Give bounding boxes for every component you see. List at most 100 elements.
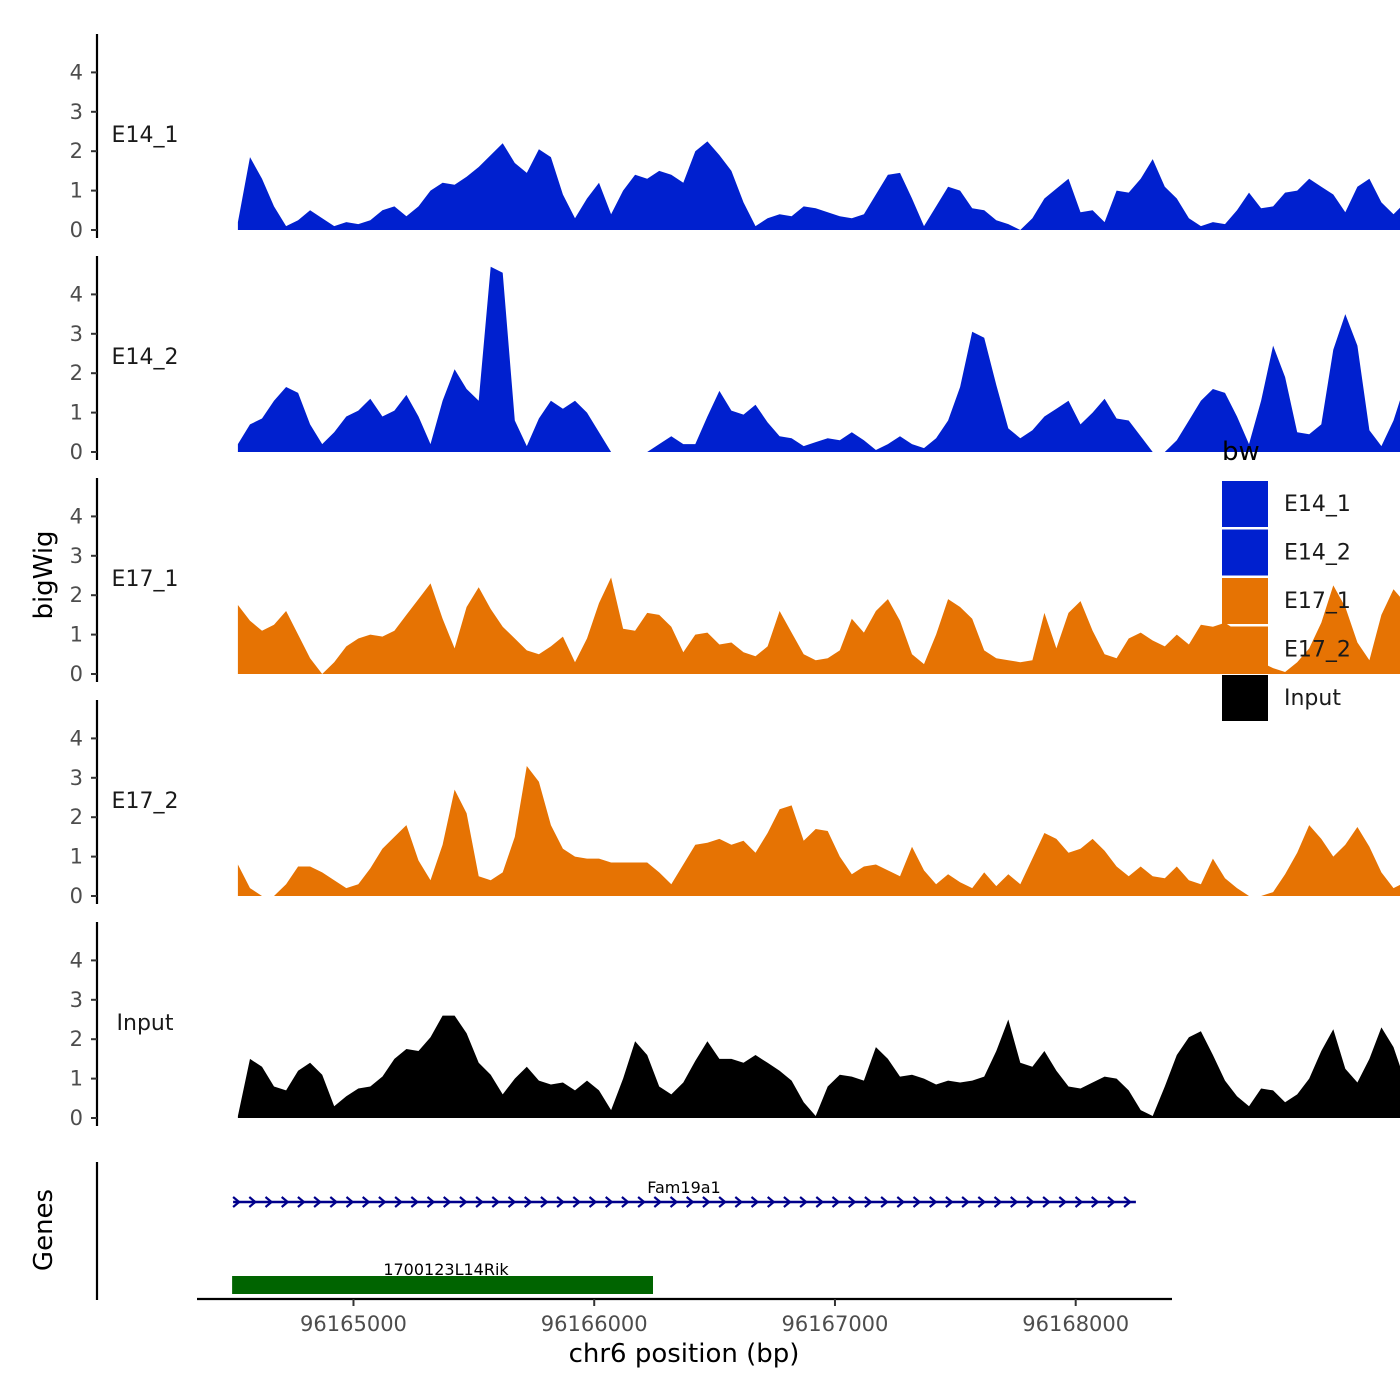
- y-tick-label: 1: [70, 623, 83, 647]
- legend-title: bw: [1222, 437, 1260, 467]
- legend-item: E14_1: [1222, 481, 1351, 527]
- strand-arrow: [945, 1196, 954, 1208]
- strand-arrow: [459, 1196, 468, 1208]
- genes-axis-title: Genes: [29, 1189, 59, 1271]
- y-tick-label: 2: [70, 1027, 83, 1051]
- track-e17-1: 0 1 2 3 4 E17_1: [70, 478, 1400, 686]
- strand-arrow: [588, 1196, 598, 1208]
- strand-arrow: [604, 1196, 614, 1208]
- signal-area-e14-2: [237, 266, 1400, 452]
- strand-arrow: [248, 1196, 258, 1208]
- y-tick-label: 3: [70, 100, 83, 124]
- strand-arrow: [766, 1196, 776, 1208]
- y-tick-label: 3: [70, 544, 83, 568]
- track-label: E17_1: [112, 567, 179, 592]
- y-tick-label: 0: [70, 218, 83, 242]
- legend-item: E14_2: [1222, 529, 1351, 576]
- y-tick-label: 1: [70, 401, 83, 425]
- y-tick-label: 3: [70, 988, 83, 1012]
- y-tick-label: 0: [70, 662, 83, 686]
- legend-swatch: [1222, 529, 1268, 576]
- x-tick-label: 96168000: [1022, 1312, 1129, 1336]
- strand-arrow: [378, 1196, 387, 1208]
- track-label: Input: [117, 1011, 174, 1036]
- gene-annotations: 1700123L14Rik Fam19a1: [232, 1178, 1136, 1294]
- y-tick-label: 1: [70, 179, 83, 203]
- y-tick-label: 3: [70, 766, 83, 790]
- strand-arrow: [880, 1196, 889, 1208]
- legend-label: Input: [1284, 686, 1341, 711]
- strand-arrow: [734, 1196, 744, 1208]
- gene-fam19a1: Fam19a1: [232, 1178, 1136, 1208]
- strand-arrow: [621, 1196, 630, 1208]
- legend-swatch: [1222, 481, 1268, 527]
- legend-item: Input: [1222, 675, 1341, 721]
- strand-arrow: [540, 1196, 549, 1208]
- y-tick-label: 4: [70, 726, 83, 750]
- strand-arrow: [669, 1196, 679, 1208]
- strand-arrow: [928, 1196, 938, 1208]
- legend-label: E14_1: [1284, 492, 1351, 517]
- strand-arrow: [783, 1196, 792, 1208]
- genes-panel: Genes 1700123L14Rik Fam19a1: [29, 1162, 1136, 1300]
- legend-label: E17_1: [1284, 589, 1351, 614]
- strand-arrow: [831, 1196, 841, 1208]
- strand-arrow: [702, 1196, 711, 1208]
- legend-item: E17_2: [1222, 626, 1351, 673]
- strand-arrow: [394, 1196, 403, 1208]
- y-tick-label: 1: [70, 1067, 83, 1091]
- x-axis: 96165000 96166000 96167000 96168000 chr6 po…: [197, 1297, 1172, 1369]
- strand-arrow: [523, 1196, 533, 1208]
- strand-arrow: [491, 1196, 501, 1208]
- strand-arrow: [685, 1196, 695, 1208]
- y-tick-label: 4: [70, 948, 83, 972]
- strand-arrow: [637, 1196, 646, 1208]
- x-tick-label: 96167000: [782, 1312, 889, 1336]
- strand-arrow: [232, 1196, 241, 1208]
- signal-area-input: [237, 1015, 1400, 1118]
- y-tick-label: 4: [70, 504, 83, 528]
- track-input: 0 1 2 3 4 Input: [70, 922, 1400, 1130]
- strand-arrow: [556, 1196, 565, 1208]
- strand-arrow: [361, 1196, 371, 1208]
- gene-label: Fam19a1: [647, 1178, 720, 1197]
- strand-arrow: [750, 1196, 760, 1208]
- strand-arrow: [345, 1196, 355, 1208]
- y-tick-label: 4: [70, 60, 83, 84]
- strand-arrow: [961, 1196, 970, 1208]
- strand-arrow: [1009, 1196, 1019, 1208]
- y-tick-label: 0: [70, 440, 83, 464]
- strand-arrow: [993, 1196, 1003, 1208]
- track-e14-2: 0 1 2 3 4 E14_2: [70, 256, 1400, 464]
- strand-arrow: [280, 1196, 290, 1208]
- strand-arrow: [313, 1196, 322, 1208]
- strand-arrow: [799, 1196, 808, 1208]
- strand-arrow: [572, 1196, 582, 1208]
- x-tick-label: 96165000: [300, 1312, 407, 1336]
- legend: bw E14_1 E14_2 E17_1 E17_2 Input: [1222, 437, 1351, 721]
- strand-arrow: [1074, 1196, 1084, 1208]
- strand-arrow: [912, 1196, 922, 1208]
- y-tick-label: 2: [70, 805, 83, 829]
- strand-arrow: [426, 1196, 436, 1208]
- strand-arrow: [297, 1196, 306, 1208]
- strand-arrow: [442, 1196, 452, 1208]
- strand-arrow: [1123, 1196, 1132, 1208]
- strand-arrow: [1026, 1196, 1035, 1208]
- strand-arrow: [507, 1196, 517, 1208]
- strand-arrow: [264, 1196, 274, 1208]
- strand-arrow: [718, 1196, 727, 1208]
- legend-swatch: [1222, 675, 1268, 721]
- signal-area-e14-1: [237, 141, 1400, 230]
- signal-tracks: 0 1 2 3 4 E14_1 0 1 2 3 4 E14_2 0 1 2 3 4 E17_1 0 1 2 3 4 E17_2…: [70, 34, 1400, 1130]
- legend-label: E17_2: [1284, 638, 1351, 663]
- track-e14-1: 0 1 2 3 4 E14_1: [70, 34, 1400, 242]
- strand-arrow: [410, 1196, 420, 1208]
- legend-swatch: [1222, 626, 1268, 673]
- track-label: E14_1: [112, 123, 179, 148]
- gene-label: 1700123L14Rik: [383, 1260, 509, 1279]
- x-axis-ticks: 96165000 96166000 96167000 96168000: [300, 1299, 1129, 1336]
- strand-arrow: [1107, 1196, 1116, 1208]
- strand-arrow: [1090, 1196, 1100, 1208]
